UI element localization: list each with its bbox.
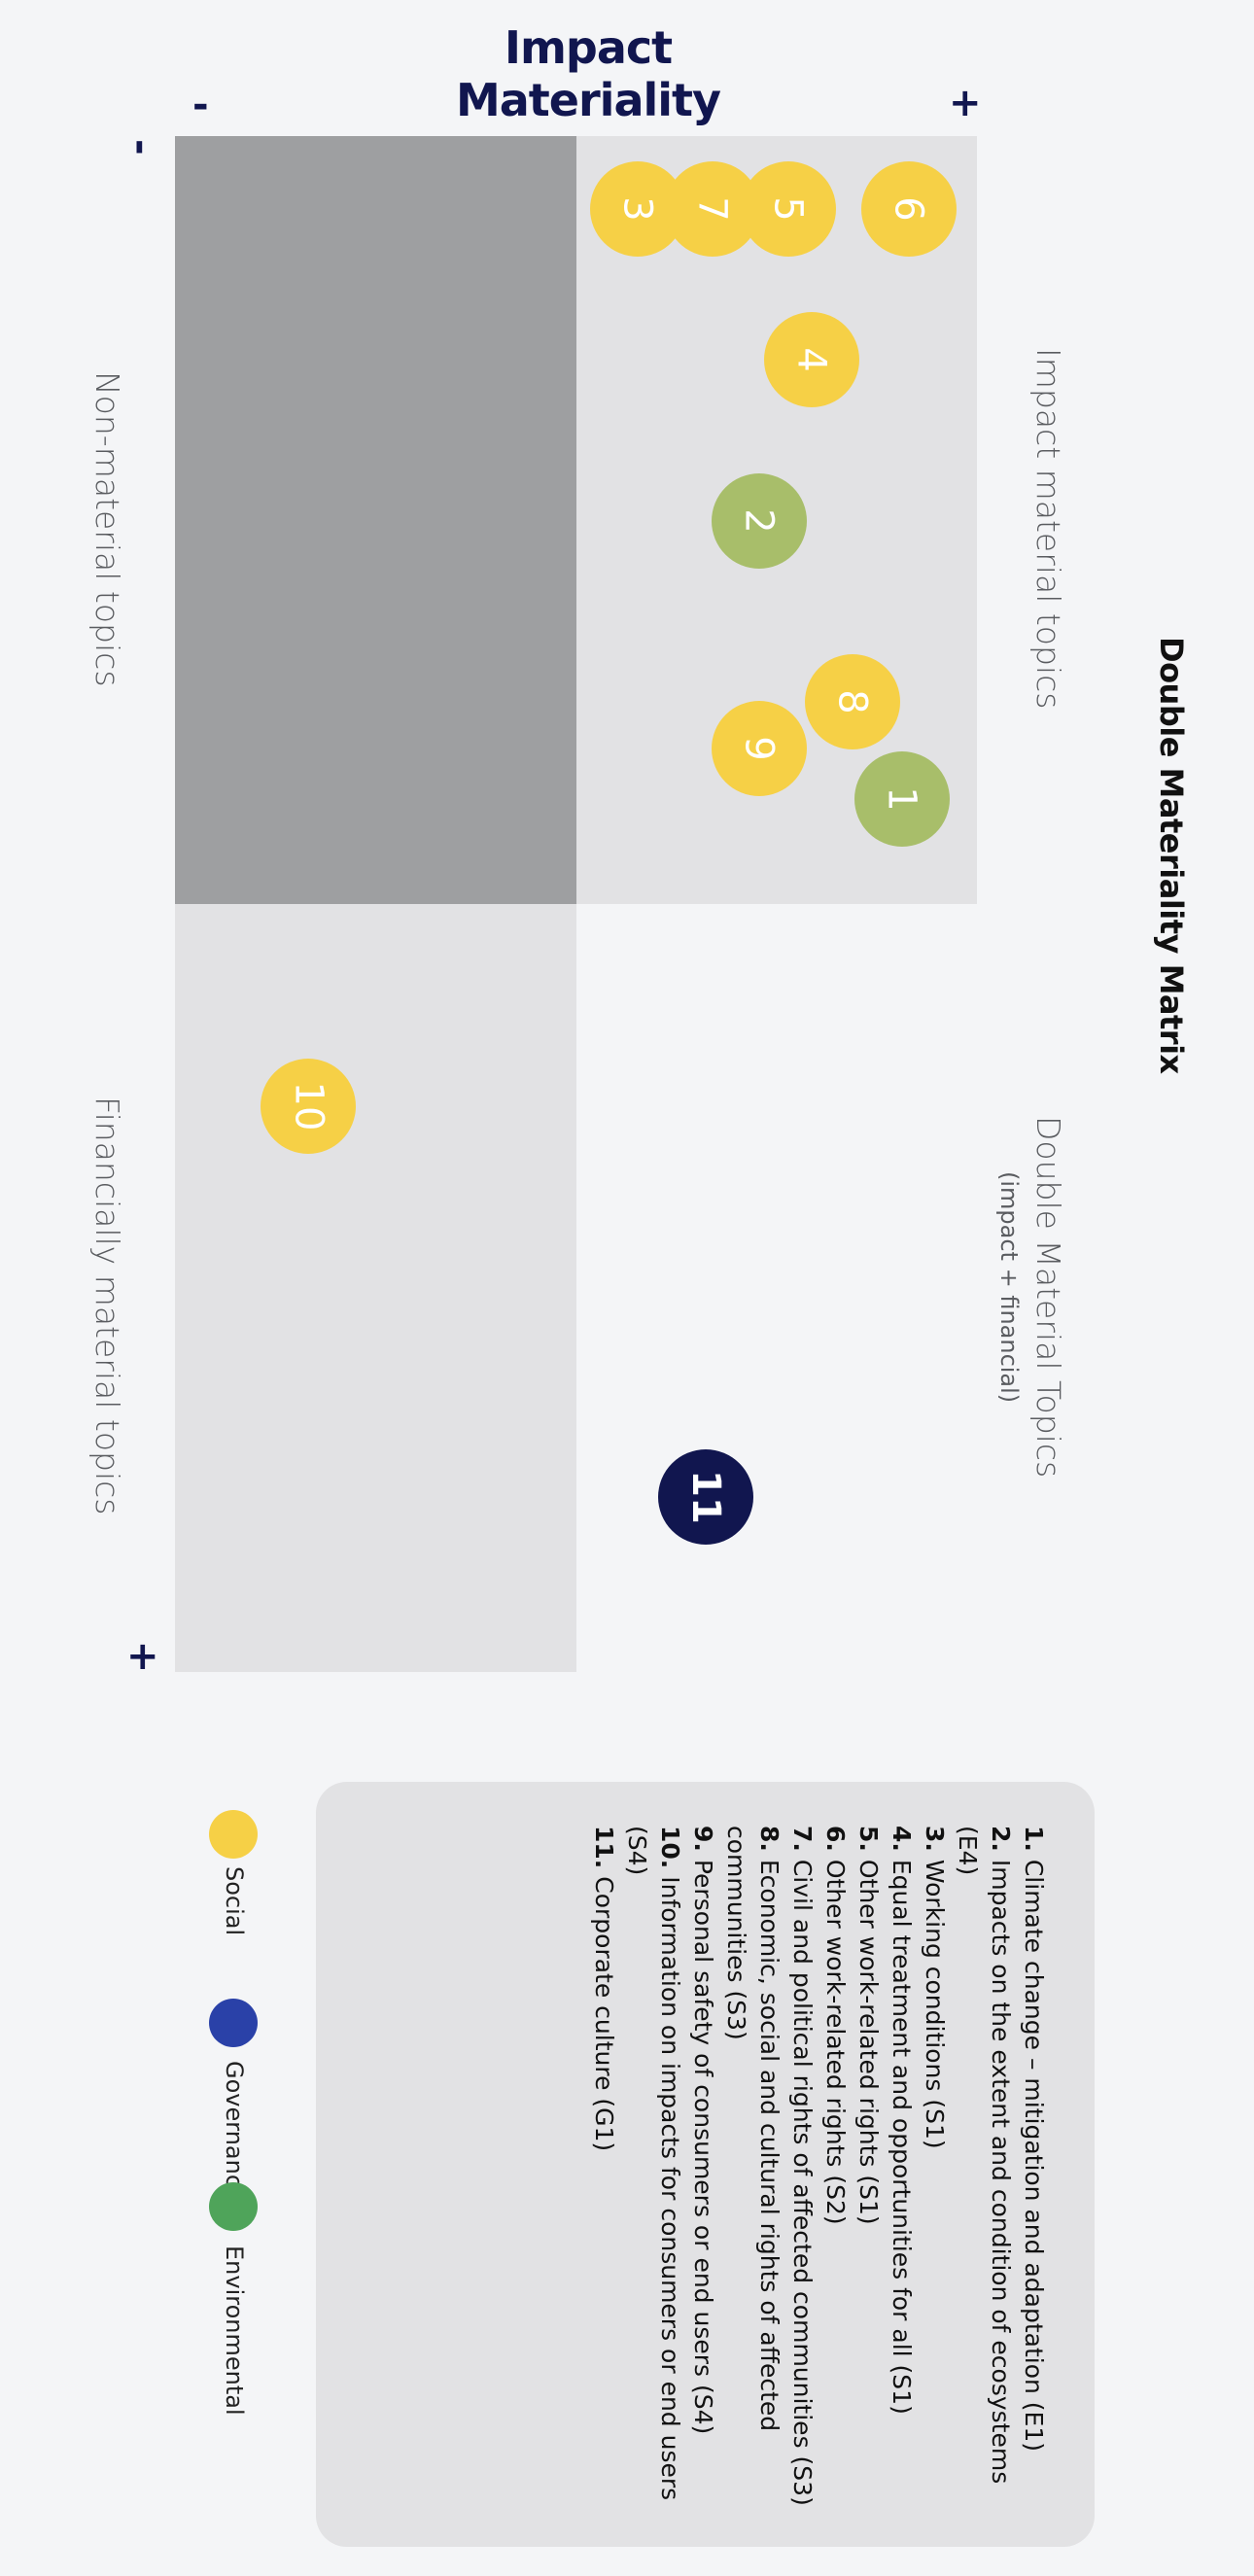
topics-legend-list: 1. Climate change – mitigation and adapt… [587,1826,1050,2506]
legend-item: 10. Information on impacts for consumers… [623,1826,684,2501]
topic-bubble-2[interactable]: 2 [712,473,807,569]
legend-item: 4. Equal treatment and opportunities for… [888,1826,916,2415]
topic-bubble-9[interactable]: 9 [712,701,807,796]
environmental-dot-icon [209,2182,258,2231]
legend-item: 2. Impacts on the extent and condition o… [954,1826,1015,2485]
topic-bubble-8[interactable]: 8 [805,654,900,749]
legend-item: 6. Other work-related rights (S2) [821,1826,850,2225]
financial-low-sign: - [119,139,163,156]
impact-high-sign: + [949,81,982,125]
label-impact-material: Impact material topics [1029,348,1067,710]
topic-bubble-1[interactable]: 1 [854,751,950,847]
governance-dot-icon [209,1999,258,2047]
impact-low-sign: - [192,83,209,127]
label-financial-material: Financially material topics [88,1097,126,1515]
legend-item: 3. Working conditions (S1) [921,1826,949,2149]
quadrant-non-material [175,136,576,904]
topic-bubble-4[interactable]: 4 [764,312,859,407]
legend-item: 9. Personal safety of consumers or end u… [689,1826,717,2435]
legend-item: 8. Economic, social and cultural rights … [722,1826,784,2432]
key-label-social: Social [221,1866,248,1936]
topic-bubble-6[interactable]: 6 [861,161,957,257]
chart-title: Double Materiality Matrix [1153,637,1190,1074]
legend-item: 11. Corporate culture (G1) [590,1826,618,2152]
legend-item: 7. Civil and political rights of affecte… [788,1826,817,2506]
topics-legend-panel [316,1782,1095,2547]
label-non-material: Non-material topics [88,371,126,687]
legend-item: 1. Climate change – mitigation and adapt… [1020,1826,1048,2452]
key-label-governance: Governance [221,2061,248,2202]
financial-high-sign: + [126,1634,159,1679]
chart-x-axis-title: Impact Materiality [455,21,721,126]
label-double-material-sub: (impact + financial) [995,1171,1023,1404]
label-double-material: Double Material Topics [1029,1116,1067,1479]
topic-bubble-10[interactable]: 10 [261,1059,356,1154]
key-label-environmental: Environmental [221,2245,248,2416]
topic-bubble-5[interactable]: 5 [741,161,836,257]
legend-item: 5. Other work-related rights (S1) [854,1826,883,2225]
quadrant-financial-material [175,904,576,1672]
social-dot-icon [209,1810,258,1859]
topic-bubble-11[interactable]: 11 [658,1449,753,1545]
